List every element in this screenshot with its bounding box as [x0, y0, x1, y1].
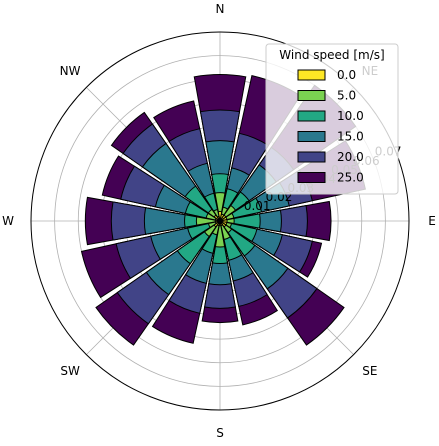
- legend-label-15-0: 15.0: [337, 130, 364, 144]
- bar-n-speed-0-0: [217, 211, 223, 222]
- radial-tick-label-0: 0.01: [244, 199, 271, 213]
- direction-label-e: E: [428, 214, 436, 228]
- direction-label-s: S: [216, 426, 224, 440]
- legend-swatch-15-0: [297, 131, 326, 142]
- bar-e-speed-10-0: [219, 213, 261, 229]
- legend-swatch-20-0: [297, 151, 326, 163]
- legend-swatch-10-0: [297, 110, 326, 122]
- legend-label-25-0: 25.0: [337, 171, 364, 185]
- direction-label-nw: NW: [60, 64, 81, 78]
- legend-swatch-5-0: [297, 90, 326, 101]
- bar-w-speed-5-0: [195, 216, 221, 226]
- bar-nnw-speed-0-0: [216, 215, 221, 222]
- legend-title: Wind speed [m/s]: [279, 48, 384, 62]
- legend-swatch-0-0: [297, 69, 326, 81]
- bar-s-speed-5-0: [214, 220, 226, 248]
- legend-swatch-25-0: [297, 172, 326, 183]
- direction-label-w: W: [2, 214, 14, 228]
- legend-box: [265, 43, 399, 195]
- legend-label-5-0: 5.0: [337, 89, 356, 103]
- direction-label-n: N: [216, 2, 225, 16]
- bar-n-speed-5-0: [214, 192, 226, 222]
- direction-label-sw: SW: [60, 364, 80, 378]
- legend-label-20-0: 20.0: [337, 150, 364, 164]
- legend-label-0-0: 0.0: [337, 68, 356, 82]
- polar-frame: [30, 31, 410, 411]
- bar-w-speed-15-0: [143, 207, 221, 235]
- legend-label-10-0: 10.0: [337, 109, 364, 123]
- direction-label-se: SE: [362, 364, 377, 378]
- bar-sse-speed-5-0: [219, 220, 231, 241]
